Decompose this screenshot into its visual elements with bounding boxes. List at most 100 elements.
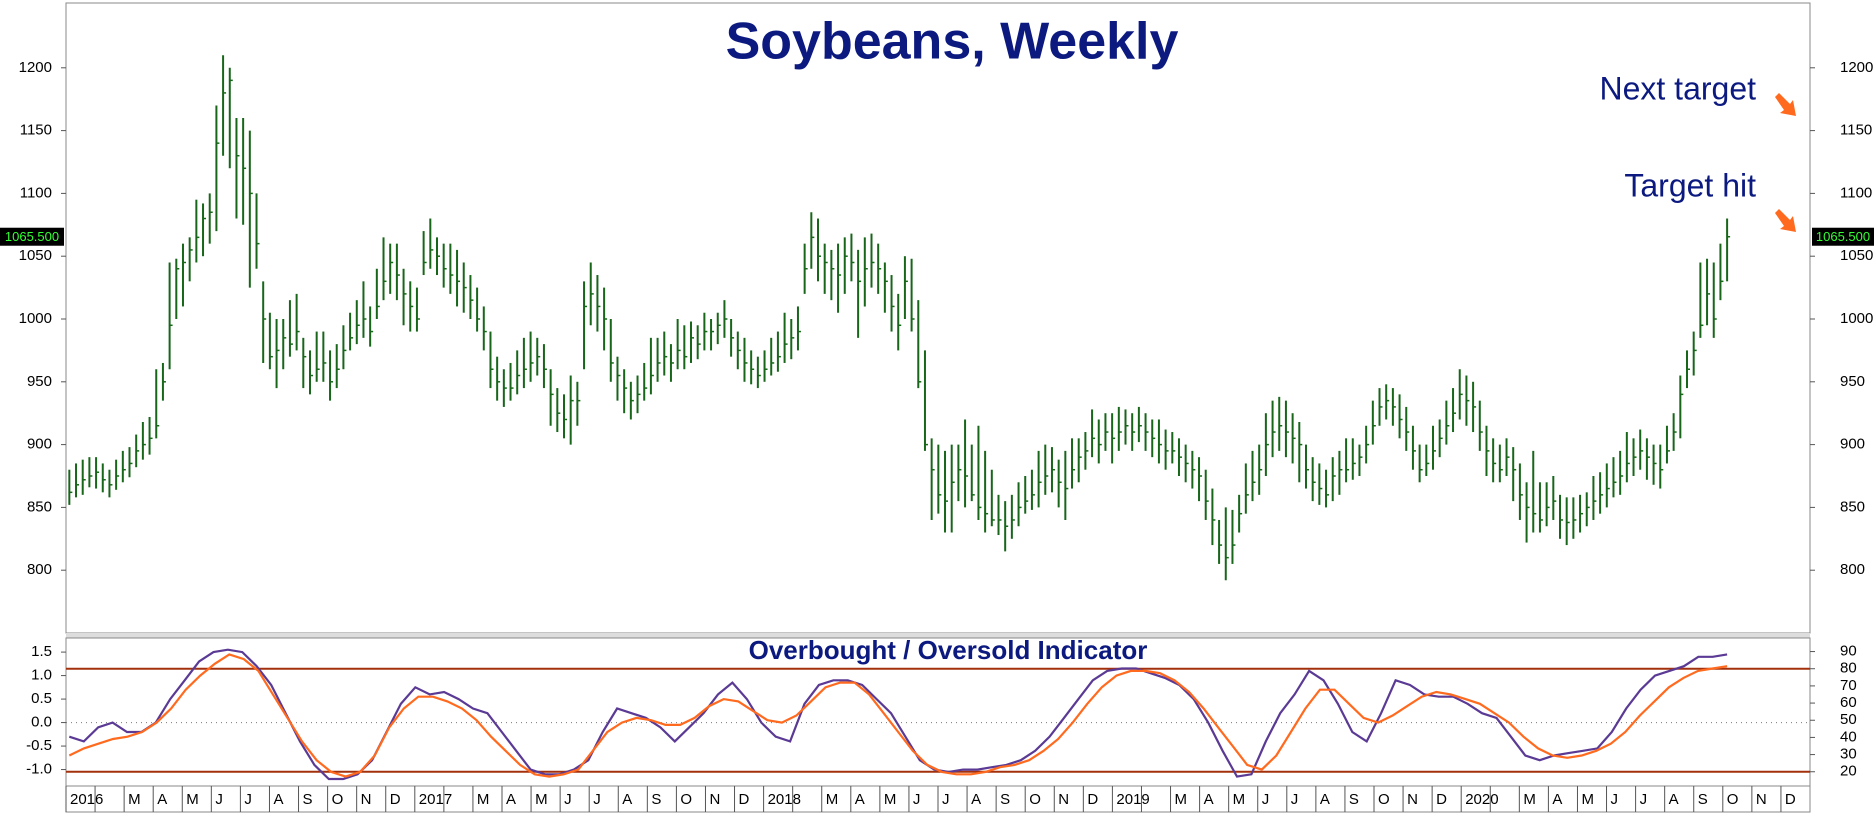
x-tick-label: 2017 [419,791,452,808]
x-tick-label: J [564,791,572,808]
x-tick-label: N [709,791,720,808]
x-tick-label: A [971,791,981,808]
x-tick-label: J [1611,791,1619,808]
annotation: Next target [1599,70,1756,106]
last-price-box [0,227,64,246]
arrow [1775,209,1796,232]
x-tick-label: S [1349,791,1359,808]
x-tick-label: M [1233,791,1246,808]
y2-tick-label: 50 [1840,711,1857,728]
y-tick-label: 850 [1840,498,1865,515]
x-tick-label: A [1669,791,1679,808]
x-tick-label: N [361,791,372,808]
x-tick-label: M [1581,791,1594,808]
x-tick-label: S [651,791,661,808]
y-tick-label: 1150 [1840,122,1872,139]
y2-tick-label: 30 [1840,746,1857,763]
y2-tick-label: 90 [1840,643,1857,660]
y-tick-label: 1.0 [31,667,52,684]
y-tick-label: 0.5 [31,690,52,707]
x-tick-label: M [1523,791,1536,808]
y-tick-label: 1000 [1840,310,1873,327]
x-tick-label: 2018 [768,791,801,808]
last-price-label: 1065.500 [1816,229,1870,244]
x-tick-label: M [884,791,897,808]
x-tick-label: A [855,791,865,808]
x-tick-label: M [535,791,548,808]
x-tick-label: 2019 [1116,791,1149,808]
x-tick-label: D [1436,791,1447,808]
x-tick-label: O [1029,791,1041,808]
x-tick-label: A [157,791,167,808]
x-tick-label: A [1320,791,1330,808]
x-tick-label: J [1640,791,1648,808]
y-tick-label: 1000 [19,310,52,327]
x-tick-label: N [1407,791,1418,808]
x-tick-label: O [332,791,344,808]
panel-gap [66,633,1810,638]
y-tick-label: -1.0 [26,761,52,778]
x-tick-label: A [273,791,283,808]
y-tick-label: 850 [27,498,52,515]
x-tick-label: A [622,791,632,808]
x-tick-label: J [244,791,252,808]
y-tick-label: 1100 [1840,184,1872,201]
y-tick-label: -0.5 [26,737,52,754]
x-tick-label: N [1058,791,1069,808]
y-tick-label: 1050 [1840,247,1873,264]
y2-tick-label: 20 [1840,763,1857,780]
y-tick-label: 1200 [1840,59,1873,76]
x-tick-label: O [680,791,692,808]
y-tick-label: 800 [27,561,52,578]
x-tick-label: 2020 [1465,791,1498,808]
indicator-line [68,653,1728,778]
y2-tick-label: 70 [1840,677,1857,694]
y-tick-label: 1.5 [31,643,52,660]
y-tick-label: 0.0 [31,714,52,731]
x-tick-label: A [1204,791,1214,808]
y2-tick-label: 60 [1840,694,1857,711]
indicator-panel [65,637,1811,787]
x-tick-label: D [1785,791,1796,808]
x-tick-label: J [913,791,921,808]
arrow [1775,93,1796,116]
x-tick-label: M [186,791,199,808]
x-tick-label: A [1552,791,1562,808]
x-tick-label: N [1756,791,1767,808]
annotation: Target hit [1624,167,1756,203]
chart-title: Soybeans, Weekly [726,13,1179,71]
x-tick-label: D [739,791,750,808]
y-tick-label: 1100 [20,184,52,201]
x-tick-label: O [1378,791,1390,808]
x-tick-label: J [215,791,223,808]
y-tick-label: 900 [27,436,52,453]
x-tick-label: O [1727,791,1739,808]
y-tick-label: 900 [1840,436,1865,453]
x-tick-label: D [1087,791,1098,808]
x-tick-label: M [477,791,490,808]
x-tick-label: S [1000,791,1010,808]
y-tick-label: 1200 [19,59,52,76]
y-tick-label: 800 [1840,561,1865,578]
x-tick-label: M [128,791,141,808]
x-tick-label: A [506,791,516,808]
x-tick-label: S [1698,791,1708,808]
x-tick-label: M [826,791,839,808]
y-tick-label: 1050 [19,247,52,264]
x-tick-label: J [942,791,950,808]
price-panel [65,2,1811,634]
indicator-line [68,648,1728,781]
y-tick-label: 1150 [20,122,52,139]
y-tick-label: 950 [1840,373,1865,390]
y-tick-label: 950 [27,373,52,390]
indicator-title: Overbought / Oversold Indicator [749,635,1148,665]
x-tick-label: S [303,791,313,808]
arrows [1775,93,1796,232]
x-tick-label: 2016 [70,791,103,808]
last-price-label: 1065.500 [5,229,59,244]
y2-tick-label: 40 [1840,728,1857,745]
x-tick-label: J [1262,791,1270,808]
x-tick-label: D [390,791,401,808]
last-price-box [1812,227,1874,246]
